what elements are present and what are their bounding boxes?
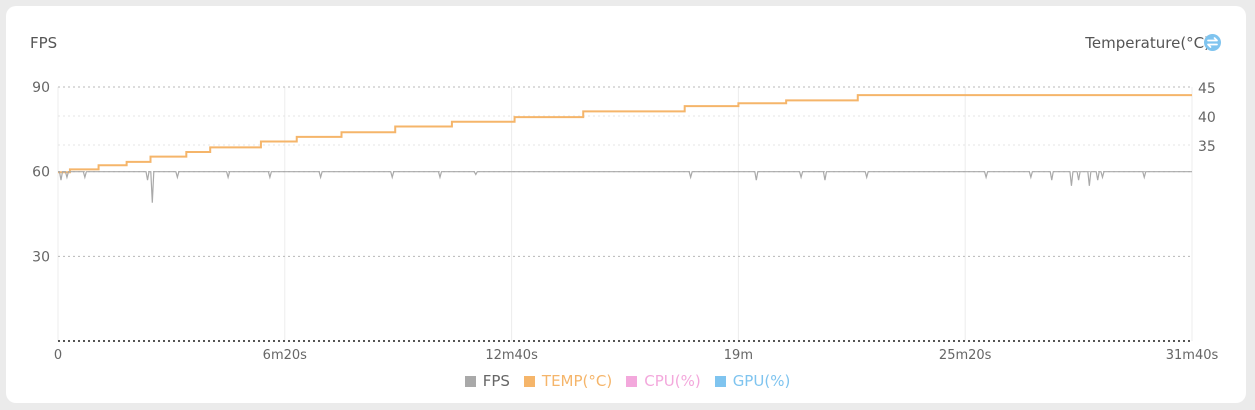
legend-label: TEMP(°C) bbox=[541, 372, 613, 390]
legend-swatch bbox=[714, 375, 726, 387]
fps-series-line bbox=[58, 171, 1192, 203]
legend-swatch bbox=[464, 375, 476, 387]
chart-card bbox=[6, 6, 1246, 403]
chart-legend: FPS TEMP(°C) CPU(%) GPU(%) bbox=[0, 372, 1255, 390]
legend-label: CPU(%) bbox=[644, 372, 701, 390]
x-tick-label: 31m40s bbox=[1166, 348, 1219, 363]
y-right-tick-label: 45 bbox=[1198, 81, 1216, 97]
x-tick-label: 25m20s bbox=[939, 348, 992, 363]
legend-item[interactable]: GPU(%) bbox=[714, 372, 791, 390]
x-tick-label: 6m20s bbox=[263, 348, 307, 363]
x-tick-label: 0 bbox=[54, 348, 62, 363]
y-left-tick-label: 60 bbox=[32, 165, 50, 181]
legend-swatch bbox=[626, 375, 638, 387]
legend-item[interactable]: FPS bbox=[464, 372, 510, 390]
swap-axis-icon[interactable] bbox=[1204, 34, 1221, 51]
y-left-tick-label: 30 bbox=[32, 249, 50, 265]
legend-item[interactable]: TEMP(°C) bbox=[523, 372, 613, 390]
y-left-tick-label: 90 bbox=[32, 80, 50, 96]
legend-label: FPS bbox=[482, 372, 510, 390]
legend-item[interactable]: CPU(%) bbox=[626, 372, 701, 390]
temp-series-line bbox=[58, 94, 1192, 174]
y-right-tick-label: 35 bbox=[1198, 139, 1216, 155]
y-right-tick-label: 40 bbox=[1198, 110, 1216, 126]
x-tick-label: 19m bbox=[724, 348, 753, 363]
right-axis-title: Temperature(°C) bbox=[1085, 34, 1210, 52]
legend-label: GPU(%) bbox=[732, 372, 791, 390]
x-tick-label: 12m40s bbox=[485, 348, 538, 363]
left-axis-title: FPS bbox=[30, 34, 58, 52]
legend-swatch bbox=[523, 375, 535, 387]
